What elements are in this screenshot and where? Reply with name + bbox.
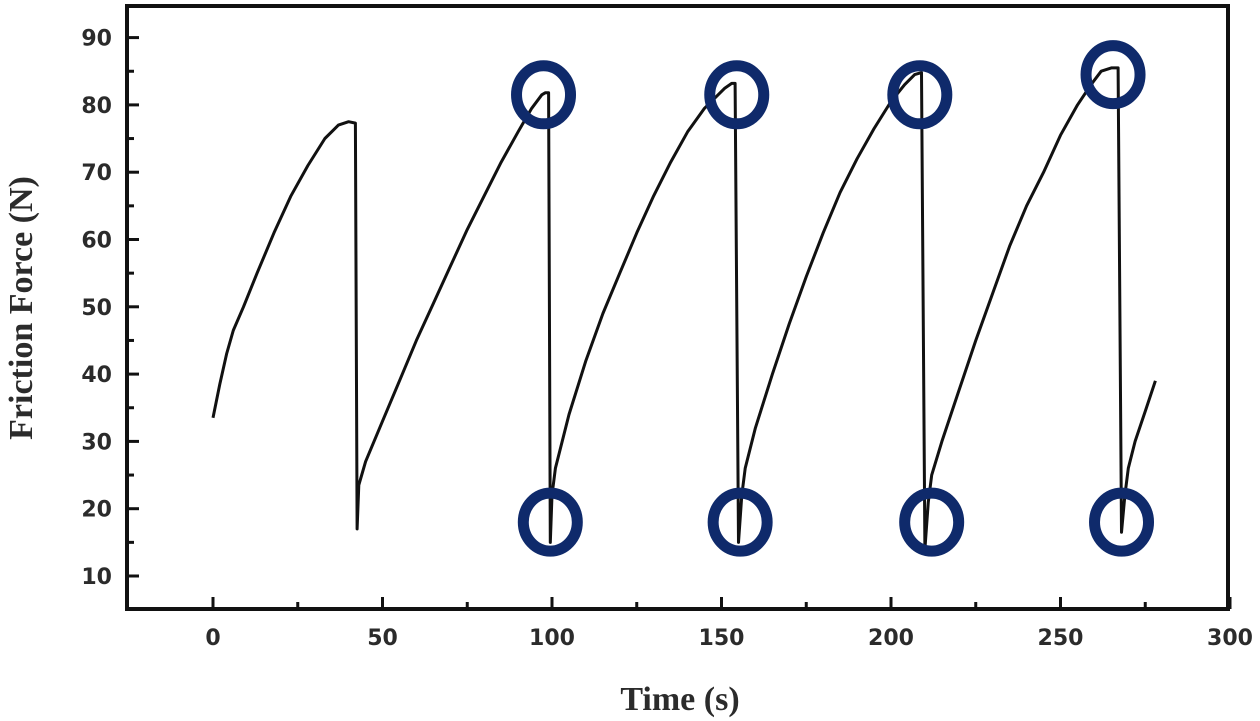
y-tick-label-30: 30 (81, 430, 112, 455)
y-tick-label-90: 90 (81, 27, 112, 52)
y-axis-title: Friction Force (N) (3, 176, 40, 440)
friction-force-line (211, 66, 1157, 551)
x-axis-title: Time (s) (620, 681, 739, 718)
y-tick-label-80: 80 (81, 94, 112, 119)
y-tick-label-40: 40 (81, 363, 112, 388)
tick-labels: 0 50 100 150 200 250 300 10 20 30 40 50 60 70 80 90 (81, 27, 1253, 651)
y-tick-label-60: 60 (81, 229, 112, 254)
circle-marker-2 (704, 60, 770, 130)
plot-frame (125, 4, 1230, 611)
circle-marker-7 (899, 487, 965, 557)
circle-marker-1 (511, 60, 577, 130)
y-tick-label-20: 20 (81, 498, 112, 523)
circle-marker-6 (707, 487, 773, 557)
circle-marker-5 (517, 487, 583, 557)
x-tick-label-50: 50 (367, 626, 398, 651)
y-tick-label-50: 50 (81, 296, 112, 321)
circled-points (511, 40, 1155, 557)
x-tick-label-100: 100 (529, 626, 575, 651)
x-tick-label-150: 150 (699, 626, 745, 651)
x-tick-label-300: 300 (1207, 626, 1253, 651)
y-tick-label-70: 70 (81, 161, 112, 186)
x-tick-label-200: 200 (868, 626, 914, 651)
circle-marker-3 (887, 60, 953, 130)
circle-marker-8 (1089, 487, 1155, 557)
x-tick-label-0: 0 (205, 626, 220, 651)
y-tick-label-10: 10 (81, 565, 112, 590)
x-tick-label-250: 250 (1038, 626, 1084, 651)
axis-ticks (127, 36, 1232, 609)
circle-marker-4 (1080, 40, 1146, 110)
